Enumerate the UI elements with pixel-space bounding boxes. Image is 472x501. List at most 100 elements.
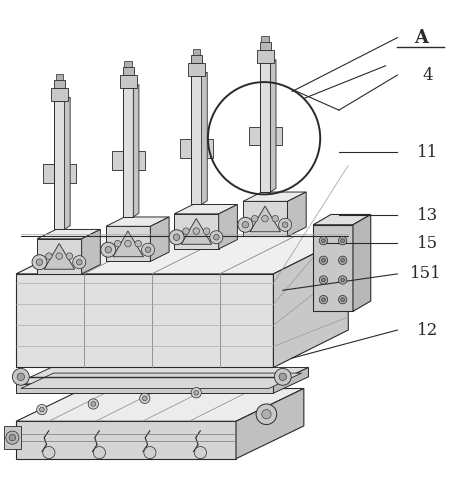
Circle shape — [341, 239, 345, 242]
Circle shape — [319, 256, 328, 265]
Circle shape — [145, 247, 151, 253]
Text: 15: 15 — [417, 235, 438, 252]
Polygon shape — [202, 72, 207, 204]
Polygon shape — [125, 61, 132, 67]
Polygon shape — [37, 229, 101, 239]
Polygon shape — [261, 36, 269, 42]
Circle shape — [321, 259, 325, 262]
Circle shape — [272, 215, 278, 222]
Polygon shape — [219, 204, 237, 249]
Polygon shape — [188, 63, 205, 76]
Polygon shape — [112, 151, 144, 170]
Circle shape — [194, 446, 207, 459]
Polygon shape — [174, 214, 219, 249]
Polygon shape — [181, 218, 211, 244]
Circle shape — [279, 373, 287, 381]
Polygon shape — [4, 426, 21, 449]
Circle shape — [140, 393, 150, 403]
Circle shape — [6, 431, 19, 444]
Circle shape — [282, 222, 288, 227]
Text: A: A — [414, 29, 428, 47]
Text: 151: 151 — [410, 266, 441, 283]
Polygon shape — [44, 243, 75, 269]
Polygon shape — [250, 206, 280, 232]
Circle shape — [73, 256, 86, 269]
Circle shape — [169, 230, 184, 244]
Polygon shape — [174, 204, 237, 214]
Circle shape — [278, 218, 292, 231]
Polygon shape — [151, 217, 169, 262]
Polygon shape — [120, 75, 136, 88]
Circle shape — [319, 236, 328, 245]
Circle shape — [105, 246, 111, 253]
Polygon shape — [243, 201, 287, 236]
Polygon shape — [313, 225, 353, 311]
Polygon shape — [113, 231, 143, 257]
Polygon shape — [133, 85, 139, 217]
Circle shape — [144, 446, 156, 459]
Circle shape — [93, 446, 105, 459]
Circle shape — [183, 228, 189, 234]
Circle shape — [242, 221, 249, 228]
Polygon shape — [260, 42, 271, 50]
Polygon shape — [191, 55, 202, 63]
Circle shape — [252, 215, 258, 222]
Polygon shape — [43, 164, 76, 183]
Polygon shape — [54, 101, 65, 229]
Polygon shape — [54, 80, 65, 88]
Circle shape — [125, 240, 131, 247]
Circle shape — [88, 399, 99, 409]
Circle shape — [262, 215, 268, 222]
Polygon shape — [106, 226, 151, 262]
Polygon shape — [180, 139, 213, 158]
Circle shape — [191, 388, 202, 398]
Polygon shape — [16, 388, 304, 421]
Circle shape — [101, 242, 116, 257]
Circle shape — [319, 296, 328, 304]
Circle shape — [321, 278, 325, 282]
Polygon shape — [273, 236, 348, 367]
Polygon shape — [123, 67, 134, 75]
Circle shape — [210, 230, 223, 244]
Circle shape — [76, 260, 82, 265]
Text: 4: 4 — [422, 67, 433, 84]
Polygon shape — [16, 384, 273, 393]
Circle shape — [238, 217, 253, 232]
Circle shape — [341, 298, 345, 302]
Circle shape — [135, 240, 142, 247]
Circle shape — [143, 396, 147, 401]
Circle shape — [194, 390, 199, 395]
Polygon shape — [37, 239, 82, 274]
Text: 11: 11 — [417, 144, 438, 161]
Polygon shape — [16, 236, 348, 274]
Circle shape — [37, 404, 47, 415]
Circle shape — [213, 234, 219, 240]
Circle shape — [32, 255, 47, 270]
Polygon shape — [21, 373, 302, 388]
Circle shape — [12, 368, 29, 385]
Polygon shape — [287, 192, 306, 236]
Polygon shape — [65, 97, 70, 229]
Circle shape — [338, 296, 347, 304]
Polygon shape — [273, 367, 309, 393]
Polygon shape — [257, 50, 274, 63]
Polygon shape — [16, 367, 309, 384]
Text: 13: 13 — [417, 207, 438, 224]
Circle shape — [274, 368, 291, 385]
Circle shape — [338, 236, 347, 245]
Polygon shape — [16, 274, 273, 367]
Circle shape — [46, 253, 52, 260]
Circle shape — [256, 404, 277, 424]
Polygon shape — [123, 88, 133, 217]
Circle shape — [338, 276, 347, 284]
Circle shape — [9, 434, 16, 441]
Polygon shape — [313, 214, 371, 225]
Polygon shape — [51, 88, 68, 101]
Circle shape — [91, 402, 96, 406]
Circle shape — [66, 253, 73, 260]
Circle shape — [338, 256, 347, 265]
Circle shape — [319, 276, 328, 284]
Text: 12: 12 — [417, 322, 438, 339]
Circle shape — [203, 228, 210, 234]
Circle shape — [142, 243, 155, 257]
